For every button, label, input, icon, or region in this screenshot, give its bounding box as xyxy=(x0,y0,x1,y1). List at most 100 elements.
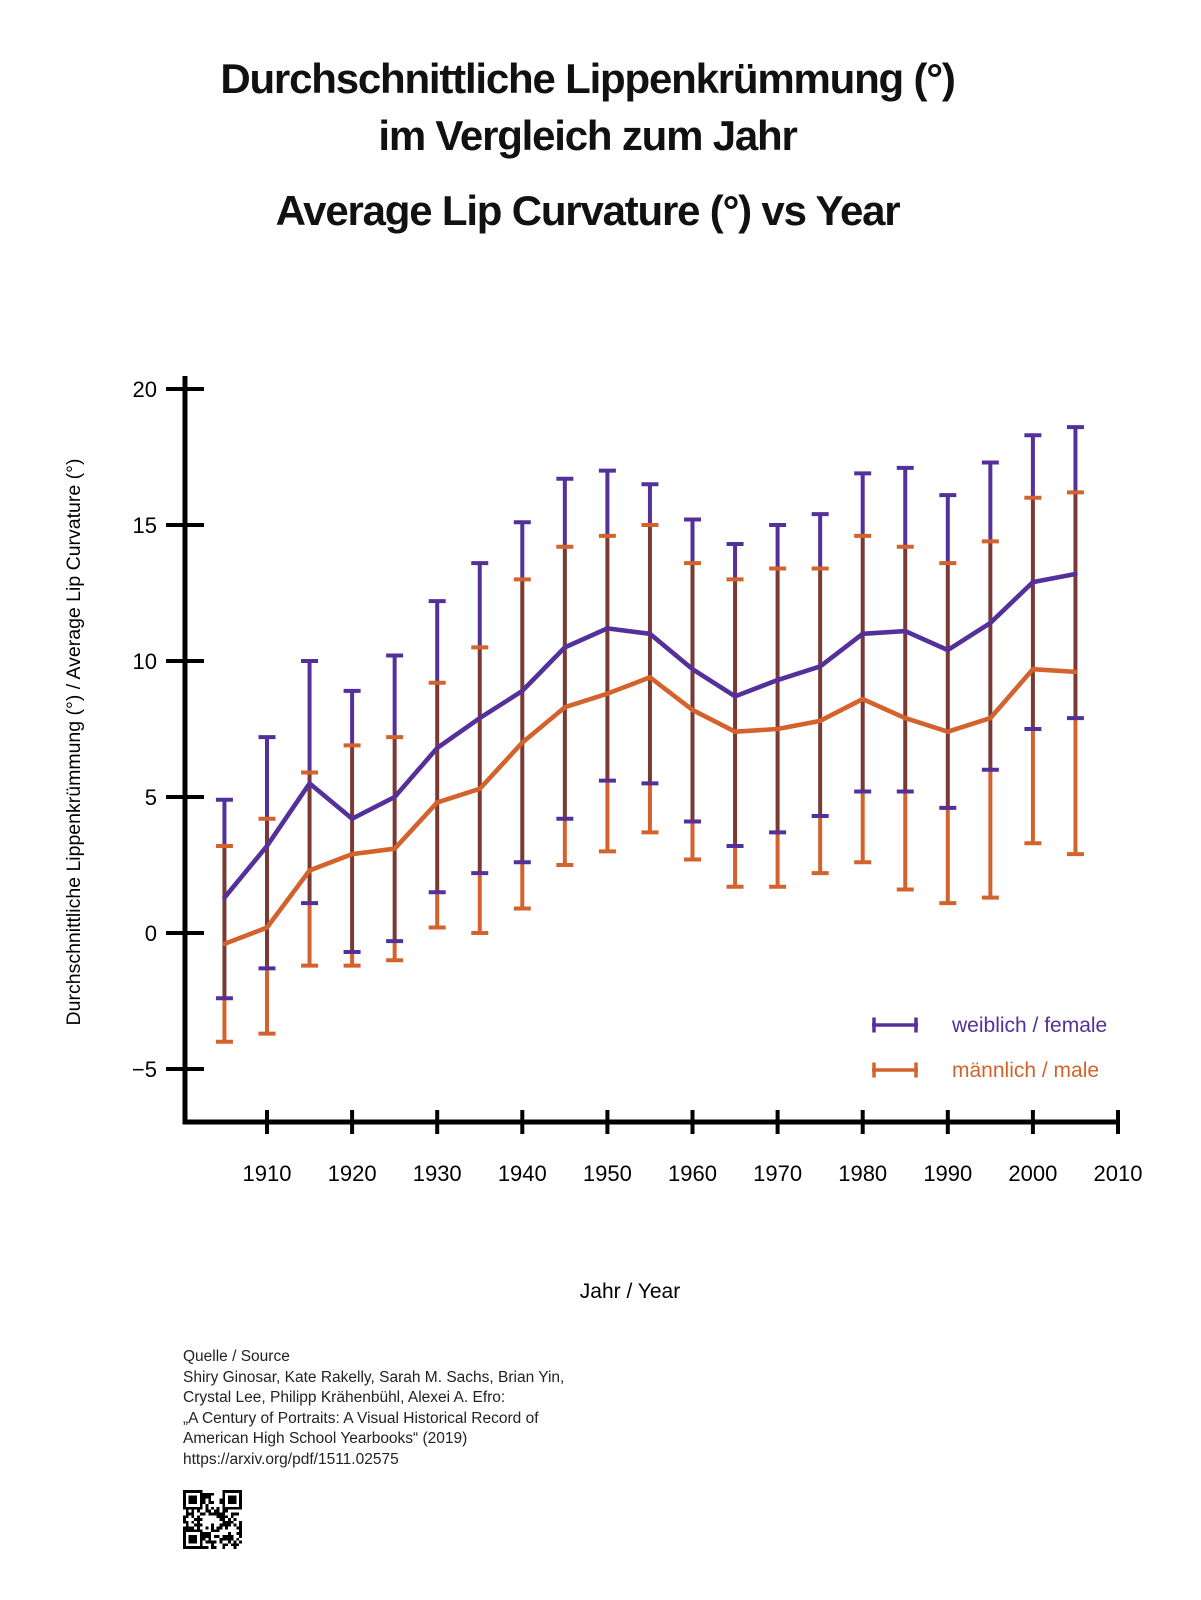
y-tick-label: 15 xyxy=(133,513,157,538)
y-axis-label: Durchschnittliche Lippenkrümmung (°) / A… xyxy=(63,459,85,1026)
qr-module xyxy=(227,1534,231,1538)
qr-module xyxy=(191,1509,195,1513)
qr-module xyxy=(222,1523,226,1527)
qr-module xyxy=(230,1543,234,1547)
qr-module xyxy=(236,1526,240,1530)
y-tick-label: 10 xyxy=(133,649,157,674)
x-tick-label: 1920 xyxy=(328,1161,377,1186)
qr-module xyxy=(183,1526,186,1530)
legend-item-male: männlich / male xyxy=(872,1059,1099,1082)
qr-module xyxy=(239,1534,242,1538)
qr-module xyxy=(211,1506,214,1510)
x-tick-label: 1950 xyxy=(583,1161,632,1186)
qr-module xyxy=(227,1540,231,1544)
x-axis-label: Jahr / Year xyxy=(580,1280,680,1303)
axes: 20 15 10 5 0 −5 1910 1920 1930 1940 1950 1960 1970 19… xyxy=(132,376,1143,1186)
qr-module xyxy=(233,1512,237,1516)
male-line xyxy=(222,666,1078,947)
source-block: Quelle / Source Shiry Ginosar, Kate Rake… xyxy=(183,1347,564,1470)
qr-module xyxy=(213,1529,217,1533)
qr-module xyxy=(225,1520,228,1524)
qr-module xyxy=(230,1534,234,1538)
qr-module xyxy=(230,1537,234,1541)
qr-module xyxy=(222,1509,226,1513)
qr-module xyxy=(208,1540,212,1544)
qr-module xyxy=(205,1495,209,1499)
qr-module xyxy=(197,1518,200,1521)
qr-module xyxy=(222,1515,226,1519)
qr-module xyxy=(185,1526,189,1530)
qr-module xyxy=(205,1526,209,1530)
x-tick-label: 1960 xyxy=(668,1161,717,1186)
source-title-line1: „A Century of Portraits: A Visual Histor… xyxy=(183,1409,539,1427)
qr-module xyxy=(225,1526,228,1530)
source-url: https://arxiv.org/pdf/1511.02575 xyxy=(183,1450,399,1468)
lip-curvature-chart: 20 15 10 5 0 −5 1910 1920 1930 1940 1950 1960 1970 19… xyxy=(63,376,1143,1303)
qr-module xyxy=(227,1523,231,1527)
qr-module xyxy=(219,1537,223,1541)
qr-module xyxy=(211,1529,214,1533)
y-tick-label: 20 xyxy=(133,377,157,402)
qr-module xyxy=(225,1537,228,1541)
qr-module xyxy=(233,1543,237,1547)
qr-module xyxy=(239,1540,242,1544)
qr-module xyxy=(202,1498,206,1502)
x-tick-label: 1940 xyxy=(498,1161,547,1186)
qr-module xyxy=(211,1523,214,1527)
qr-module xyxy=(194,1518,198,1521)
qr-module xyxy=(233,1540,237,1544)
female-line xyxy=(222,571,1078,900)
x-tick-label: 1970 xyxy=(753,1161,802,1186)
qr-module xyxy=(208,1492,212,1496)
qr-module xyxy=(185,1515,189,1519)
qr-module xyxy=(239,1520,242,1524)
qr-module xyxy=(213,1540,217,1544)
qr-module xyxy=(185,1509,189,1513)
qr-module xyxy=(199,1523,203,1527)
qr-module xyxy=(197,1509,200,1513)
qr-module xyxy=(216,1512,220,1516)
qr-module xyxy=(225,1515,228,1519)
page-title-de-line2: im Vergleich zum Jahr xyxy=(378,112,798,159)
qr-module xyxy=(230,1512,234,1516)
qr-module xyxy=(227,1520,231,1524)
y-tick-label: 0 xyxy=(145,921,157,946)
qr-module xyxy=(236,1512,240,1516)
qr-module xyxy=(205,1506,209,1510)
qr-module xyxy=(205,1492,209,1496)
qr-module xyxy=(202,1492,206,1496)
qr-module xyxy=(219,1518,223,1521)
source-authors-line1: Shiry Ginosar, Kate Rakelly, Sarah M. Sa… xyxy=(183,1368,565,1386)
qr-module xyxy=(191,1515,195,1519)
qr-module xyxy=(191,1512,195,1516)
source-authors-line2: Crystal Lee, Philipp Krähenbühl, Alexei … xyxy=(183,1389,506,1406)
qr-module xyxy=(197,1526,200,1530)
qr-module xyxy=(219,1498,223,1502)
x-tick-label: 2010 xyxy=(1094,1161,1143,1186)
y-tick-label: −5 xyxy=(132,1057,157,1082)
qr-module xyxy=(219,1501,223,1505)
qr-module xyxy=(216,1515,220,1519)
qr-module xyxy=(225,1534,228,1538)
qr-module xyxy=(213,1534,217,1538)
qr-module xyxy=(197,1523,200,1527)
qr-module xyxy=(216,1506,220,1510)
x-tick-label: 1930 xyxy=(413,1161,462,1186)
qr-module xyxy=(211,1501,214,1505)
qr-module xyxy=(222,1512,226,1516)
qr-module xyxy=(183,1518,186,1521)
qr-module xyxy=(208,1532,212,1535)
qr-module xyxy=(227,1537,231,1541)
legend-label-male: männlich / male xyxy=(952,1059,1099,1082)
qr-module xyxy=(222,1543,226,1547)
qr-module xyxy=(225,1543,228,1547)
qr-module xyxy=(208,1537,212,1541)
y-tick-label: 5 xyxy=(145,785,157,810)
qr-module xyxy=(202,1534,206,1538)
qr-module xyxy=(211,1512,214,1516)
qr-module xyxy=(202,1537,206,1541)
legend-label-female: weiblich / female xyxy=(951,1014,1107,1037)
qr-module xyxy=(211,1546,214,1549)
page-title-de-line1: Durchschnittliche Lippenkrümmung (°) xyxy=(220,55,955,102)
